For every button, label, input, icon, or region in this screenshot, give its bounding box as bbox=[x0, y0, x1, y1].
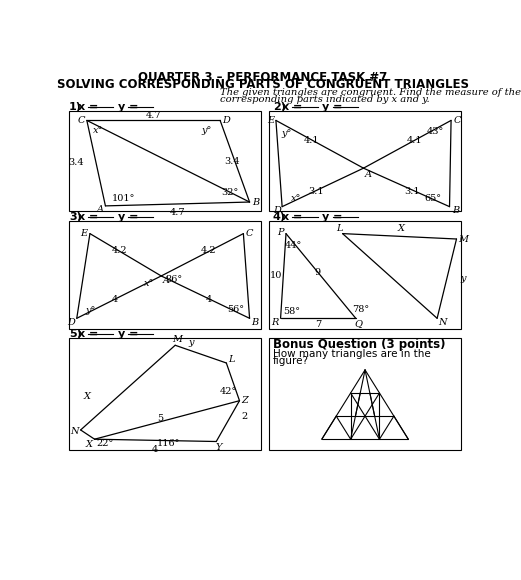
Text: 44°: 44° bbox=[285, 241, 302, 251]
Text: y: y bbox=[460, 274, 465, 283]
Text: 3): 3) bbox=[69, 212, 82, 223]
Text: X: X bbox=[397, 224, 404, 233]
Text: 3.1: 3.1 bbox=[404, 187, 420, 196]
Text: 4.1: 4.1 bbox=[407, 136, 423, 145]
Text: 5: 5 bbox=[157, 414, 164, 423]
Text: 56°: 56° bbox=[227, 305, 244, 314]
Text: y =: y = bbox=[118, 329, 138, 339]
Text: P: P bbox=[277, 227, 284, 237]
Text: y: y bbox=[188, 339, 193, 347]
Text: A: A bbox=[365, 170, 371, 179]
Text: 4.2: 4.2 bbox=[201, 246, 216, 255]
Text: y°: y° bbox=[281, 129, 292, 138]
Text: 42°: 42° bbox=[220, 387, 237, 396]
Text: 4.1: 4.1 bbox=[304, 136, 319, 145]
Text: y =: y = bbox=[322, 212, 343, 223]
Bar bbox=[69, 222, 261, 329]
Text: 4: 4 bbox=[206, 295, 213, 303]
Text: 2): 2) bbox=[273, 102, 286, 113]
Text: 4.2: 4.2 bbox=[111, 246, 127, 255]
Text: 2: 2 bbox=[242, 412, 248, 421]
Bar bbox=[269, 338, 461, 450]
Text: 58°: 58° bbox=[283, 307, 300, 316]
Text: A: A bbox=[163, 276, 170, 285]
Bar bbox=[269, 111, 461, 211]
Text: x =: x = bbox=[78, 102, 98, 113]
Text: y =: y = bbox=[322, 102, 343, 113]
Text: 3.4: 3.4 bbox=[224, 157, 240, 166]
Text: 3.4: 3.4 bbox=[68, 158, 84, 167]
Text: 4: 4 bbox=[152, 445, 158, 454]
Text: 9: 9 bbox=[315, 269, 321, 277]
Text: 7: 7 bbox=[315, 320, 321, 329]
Text: y°: y° bbox=[85, 306, 96, 315]
Text: Z: Z bbox=[242, 396, 249, 405]
Text: E: E bbox=[80, 229, 88, 238]
Text: x =: x = bbox=[78, 329, 98, 339]
Text: 43°: 43° bbox=[427, 128, 444, 136]
Text: x°: x° bbox=[291, 194, 301, 204]
Text: A: A bbox=[96, 205, 104, 214]
Text: C: C bbox=[453, 116, 461, 125]
Text: D: D bbox=[273, 206, 281, 215]
Text: y°: y° bbox=[202, 126, 212, 135]
Text: D: D bbox=[67, 318, 75, 327]
Text: 4.7: 4.7 bbox=[146, 111, 162, 120]
Text: 78°: 78° bbox=[353, 304, 370, 314]
Text: C: C bbox=[246, 229, 253, 238]
Text: 4): 4) bbox=[273, 212, 286, 223]
Bar bbox=[69, 338, 261, 450]
Text: x =: x = bbox=[78, 212, 98, 223]
Text: R: R bbox=[271, 318, 278, 328]
Text: M: M bbox=[172, 335, 182, 345]
Text: 10: 10 bbox=[270, 271, 282, 281]
Text: QUARTER 3 – PERFORMANCE TASK #7: QUARTER 3 – PERFORMANCE TASK #7 bbox=[138, 70, 388, 83]
Text: 32°: 32° bbox=[221, 188, 238, 197]
Text: D: D bbox=[222, 116, 230, 125]
Text: x =: x = bbox=[282, 212, 302, 223]
Text: E: E bbox=[267, 116, 274, 125]
Text: C: C bbox=[78, 116, 85, 125]
Text: 4: 4 bbox=[111, 295, 118, 303]
Text: 3.1: 3.1 bbox=[308, 187, 324, 196]
Text: B: B bbox=[252, 318, 258, 327]
Text: N: N bbox=[438, 318, 447, 328]
Text: 4.7: 4.7 bbox=[170, 208, 185, 218]
Text: 116°: 116° bbox=[157, 438, 181, 448]
Text: x =: x = bbox=[282, 102, 302, 113]
Text: M: M bbox=[458, 234, 468, 244]
Text: B: B bbox=[252, 198, 259, 206]
Bar bbox=[269, 222, 461, 329]
Bar bbox=[69, 111, 261, 211]
Text: 1): 1) bbox=[69, 102, 82, 113]
Text: corresponding parts indicated by x and y.: corresponding parts indicated by x and y… bbox=[220, 95, 430, 104]
Text: How many triangles are in the: How many triangles are in the bbox=[273, 349, 430, 358]
Text: y =: y = bbox=[118, 102, 138, 113]
Text: Y: Y bbox=[215, 443, 222, 452]
Text: figure?: figure? bbox=[273, 357, 309, 367]
Text: X: X bbox=[83, 392, 90, 401]
Text: N: N bbox=[70, 427, 79, 436]
Text: L: L bbox=[336, 224, 343, 233]
Text: y =: y = bbox=[118, 212, 138, 223]
Text: x°: x° bbox=[144, 279, 154, 288]
Text: 36°: 36° bbox=[165, 276, 182, 284]
Text: 65°: 65° bbox=[424, 194, 441, 202]
Text: x°: x° bbox=[93, 126, 104, 135]
Text: L: L bbox=[228, 356, 234, 364]
Text: 22°: 22° bbox=[97, 438, 114, 448]
Text: B: B bbox=[452, 206, 460, 215]
Text: 5): 5) bbox=[69, 329, 82, 339]
Text: Q: Q bbox=[355, 319, 363, 328]
Text: X: X bbox=[85, 440, 93, 449]
Text: Bonus Question (3 points): Bonus Question (3 points) bbox=[273, 338, 445, 351]
Text: SOLVING CORRESPONDING PARTS OF CONGRUENT TRIANGLES: SOLVING CORRESPONDING PARTS OF CONGRUENT… bbox=[57, 78, 469, 90]
Text: The given triangles are congruent. Find the measure of the: The given triangles are congruent. Find … bbox=[220, 88, 521, 97]
Text: 101°: 101° bbox=[111, 194, 135, 204]
